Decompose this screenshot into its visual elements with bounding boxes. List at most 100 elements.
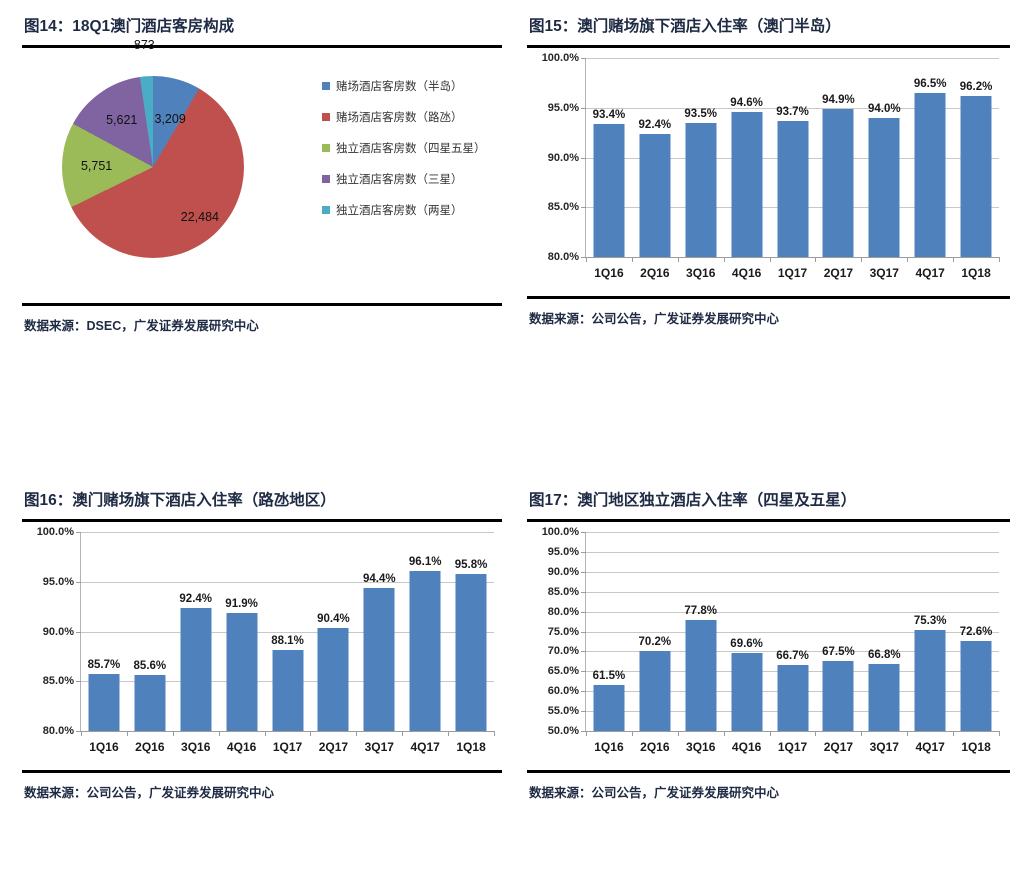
x-axis-tick-label: 4Q17 bbox=[915, 266, 945, 280]
bar[interactable] bbox=[822, 661, 854, 731]
x-axis-tick-mark bbox=[677, 731, 679, 736]
bar-group: 85.6% 2Q16 bbox=[126, 532, 173, 754]
x-axis-tick-label: 4Q16 bbox=[731, 740, 762, 754]
x-axis-tick-mark bbox=[677, 257, 679, 262]
bar[interactable] bbox=[317, 627, 349, 731]
title-divider-15 bbox=[527, 45, 1010, 48]
bar-chart-figure-17: 50.0% 55.0% 60.0% 65.0% 70.0% 75.0% 80.0% 85.0%… bbox=[527, 522, 1007, 770]
x-axis-tick-mark bbox=[769, 257, 771, 262]
bar[interactable] bbox=[914, 630, 946, 731]
bar-value-label: 94.0% bbox=[867, 102, 901, 115]
bar-group: 96.2% 1Q18 bbox=[953, 58, 999, 280]
legend-item[interactable]: 独立酒店客房数（两星） bbox=[322, 194, 512, 225]
bar-value-label: 92.4% bbox=[638, 118, 672, 131]
y-axis-tick-mark bbox=[581, 532, 586, 533]
bar-value-label: 66.8% bbox=[867, 649, 901, 662]
bar-series: 93.4% 1Q16 92.4% 2Q16 93.5% 3Q16 94.6% 4Q16 93.7… bbox=[586, 58, 999, 280]
y-axis-tick-mark bbox=[581, 107, 586, 109]
pie-slice-label: 22,484 bbox=[180, 210, 219, 225]
x-axis-tick-label: 1Q17 bbox=[777, 740, 808, 754]
bar[interactable] bbox=[868, 664, 900, 731]
x-axis-tick-label: 2Q17 bbox=[823, 740, 854, 754]
bar-group: 92.4% 3Q16 bbox=[172, 532, 219, 754]
gridline bbox=[81, 631, 494, 633]
source-divider-17 bbox=[527, 770, 1010, 773]
x-axis-tick-label: 1Q16 bbox=[89, 740, 119, 754]
y-axis-tick-label: 60.0% bbox=[547, 685, 579, 698]
y-axis-tick-mark bbox=[581, 58, 586, 59]
legend-item[interactable]: 独立酒店客房数（三星） bbox=[322, 163, 512, 194]
bar-group: 92.4% 2Q16 bbox=[631, 58, 678, 280]
bar[interactable] bbox=[685, 620, 717, 731]
x-axis-tick-mark bbox=[815, 257, 817, 262]
bar-group: 96.5% 4Q17 bbox=[907, 58, 953, 280]
y-axis-tick-mark bbox=[581, 711, 586, 713]
x-axis-tick-label: 1Q16 bbox=[594, 266, 624, 280]
legend-item[interactable]: 独立酒店客房数（四星五星） bbox=[322, 132, 512, 163]
x-axis-tick-mark bbox=[723, 257, 725, 262]
bar[interactable] bbox=[409, 570, 441, 731]
source-note-15: 数据来源：公司公告，广发证券发展研究中心 bbox=[529, 312, 780, 326]
bar-value-label: 95.8% bbox=[454, 558, 488, 571]
x-axis-tick-label: 2Q17 bbox=[823, 266, 854, 280]
bar[interactable] bbox=[180, 607, 212, 731]
pie-legend: 赌场酒店客房数（半岛） 赌场酒店客房数（路氹） 独立酒店客房数（四星五星） 独立酒店客… bbox=[322, 70, 512, 225]
bar[interactable] bbox=[363, 587, 395, 731]
bar-group: 90.4% 2Q17 bbox=[310, 532, 356, 754]
source-divider-16 bbox=[22, 770, 502, 773]
y-axis-tick-label: 55.0% bbox=[547, 705, 579, 718]
bar-group: 77.8% 3Q16 bbox=[677, 532, 724, 754]
x-axis-tick-label: 2Q17 bbox=[318, 740, 349, 754]
bar[interactable] bbox=[455, 573, 487, 731]
x-axis-tick-mark bbox=[356, 731, 358, 736]
bar[interactable] bbox=[731, 653, 763, 731]
bar[interactable] bbox=[731, 111, 763, 257]
bar-group: 69.6% 4Q16 bbox=[723, 532, 770, 754]
bar-group: 93.4% 1Q16 bbox=[586, 58, 632, 280]
y-axis-tick-mark bbox=[581, 651, 586, 653]
source-note-14: 数据来源：DSEC，广发证券发展研究中心 bbox=[24, 319, 259, 333]
bar-value-label: 77.8% bbox=[684, 605, 718, 618]
bar[interactable] bbox=[777, 120, 808, 257]
bar-group: 88.1% 1Q17 bbox=[264, 532, 311, 754]
bar[interactable] bbox=[685, 122, 717, 257]
legend-swatch-icon bbox=[322, 112, 330, 121]
y-axis-tick-mark bbox=[581, 257, 586, 258]
bar-value-label: 75.3% bbox=[913, 615, 947, 628]
x-axis-tick-label: 4Q17 bbox=[915, 740, 945, 754]
y-axis-tick-label: 70.0% bbox=[547, 645, 579, 658]
bar[interactable] bbox=[868, 117, 900, 257]
pie-chart-figure-14: 赌场酒店客房数（半岛） 赌场酒店客房数（路氹） 独立酒店客房数（四星五星） 独立酒店客… bbox=[22, 38, 502, 303]
pie-slice-label: 3,209 bbox=[154, 111, 186, 126]
bar[interactable] bbox=[88, 674, 120, 731]
y-axis-tick-mark bbox=[76, 681, 81, 683]
legend-item[interactable]: 赌场酒店客房数（路氹） bbox=[322, 101, 512, 132]
bar[interactable] bbox=[914, 92, 946, 257]
bar[interactable] bbox=[226, 612, 258, 731]
y-axis-tick-label: 85.0% bbox=[42, 675, 74, 688]
x-axis-tick-label: 3Q17 bbox=[364, 740, 394, 754]
bar[interactable] bbox=[639, 650, 671, 731]
bar[interactable] bbox=[593, 123, 625, 257]
bar[interactable] bbox=[960, 641, 992, 731]
y-axis-tick-label: 50.0% bbox=[547, 725, 579, 737]
bar[interactable] bbox=[639, 133, 671, 257]
bar[interactable] bbox=[822, 108, 854, 257]
x-axis-tick-mark bbox=[494, 731, 495, 736]
x-axis-tick-mark bbox=[907, 257, 909, 262]
legend-item[interactable]: 赌场酒店客房数（半岛） bbox=[322, 70, 512, 101]
y-axis-tick-mark bbox=[581, 157, 586, 159]
y-axis-tick-label: 95.0% bbox=[547, 101, 579, 114]
bar-group: 70.2% 2Q16 bbox=[631, 532, 678, 754]
bar[interactable] bbox=[777, 664, 808, 731]
bar[interactable] bbox=[134, 675, 166, 731]
x-axis-tick-mark bbox=[402, 731, 404, 736]
y-axis-tick-label: 65.0% bbox=[547, 665, 579, 678]
x-axis-tick-label: 4Q16 bbox=[731, 266, 762, 280]
bar-group: 85.7% 1Q16 bbox=[81, 532, 127, 754]
bar[interactable] bbox=[272, 650, 303, 731]
figure-panel-17: 图17：澳门地区独立酒店入住率（四星及五星） 50.0% 55.0% 60.0% 65… bbox=[527, 488, 1010, 801]
bar[interactable] bbox=[960, 95, 992, 257]
legend-label: 独立酒店客房数（四星五星） bbox=[336, 142, 486, 155]
bar[interactable] bbox=[593, 685, 625, 731]
